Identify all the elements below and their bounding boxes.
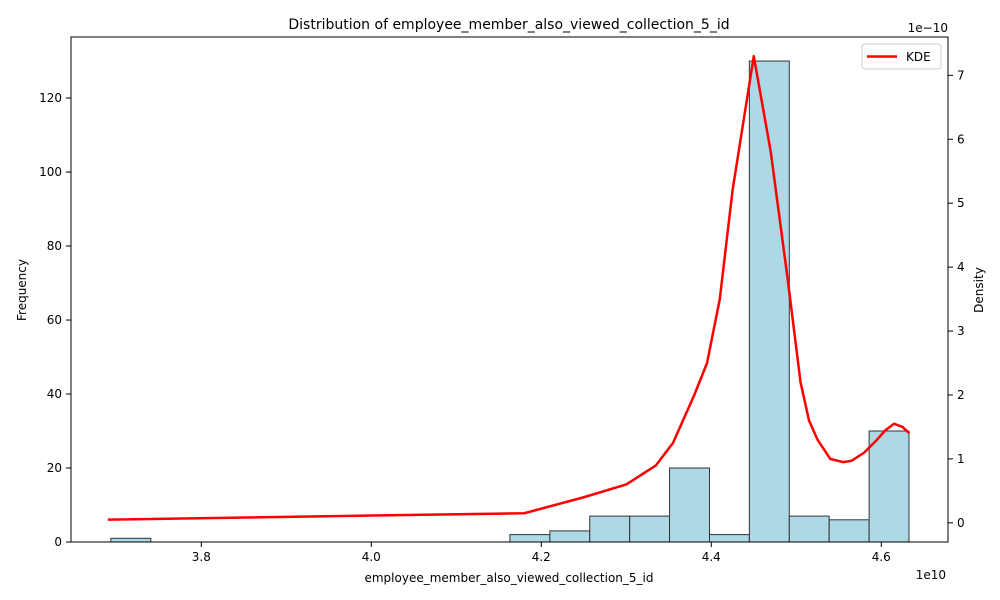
y2-tick-label: 0 [957, 516, 965, 530]
y2-tick-label: 3 [957, 324, 965, 338]
chart-title: Distribution of employee_member_also_vie… [288, 17, 729, 33]
x-tick-label: 3.8 [192, 550, 211, 564]
histogram-bar [868, 430, 910, 543]
y-tick-label: 40 [47, 387, 62, 401]
x-axis-label: employee_member_also_viewed_collection_5… [364, 571, 653, 585]
histogram-bar [629, 515, 671, 543]
x-tick-label: 4.6 [872, 550, 891, 564]
x-tick-label: 4.2 [532, 550, 551, 564]
y-axis-ticks: 0 20 40 60 80 100 120 [39, 91, 71, 549]
y-tick-label: 120 [39, 91, 62, 105]
y-tick-label: 100 [39, 165, 62, 179]
kde-line [107, 54, 911, 521]
histogram-bar [788, 515, 830, 543]
plot-frame [70, 36, 949, 543]
y2-tick-label: 4 [957, 260, 965, 274]
y-tick-label: 0 [54, 535, 62, 549]
histogram-bar [509, 534, 551, 543]
y2-axis-offset-text: 1e−10 [908, 21, 948, 35]
x-axis-offset-text: 1e10 [916, 568, 946, 582]
x-tick-label: 4.4 [702, 550, 721, 564]
histogram-bar [669, 467, 710, 543]
y2-tick-label: 2 [957, 388, 965, 402]
y-tick-label: 20 [47, 461, 62, 475]
x-tick-label: 4.0 [362, 550, 381, 564]
y2-tick-label: 6 [957, 132, 965, 146]
legend-kde-label: KDE [906, 50, 931, 64]
y2-tick-label: 1 [957, 452, 965, 466]
y-axis-label: Frequency [15, 259, 29, 321]
histogram-bars [110, 60, 910, 543]
y2-tick-label: 5 [957, 196, 965, 210]
histogram-bar [748, 60, 790, 543]
y2-axis-label: Density [972, 267, 986, 313]
kde-series [107, 54, 911, 521]
histogram-bar [708, 534, 750, 543]
y-tick-label: 80 [47, 239, 62, 253]
y2-axis-ticks: 0 1 2 3 4 5 6 7 [948, 68, 965, 530]
legend-box [861, 43, 942, 70]
y2-tick-label: 7 [957, 68, 965, 82]
legend: KDE [861, 43, 942, 70]
histogram-bar [828, 519, 870, 543]
x-axis-ticks: 3.8 4.0 4.2 4.4 4.6 [192, 542, 891, 564]
histogram-bar [589, 515, 631, 543]
histogram-bar [110, 537, 152, 543]
y-tick-label: 60 [47, 313, 62, 327]
histogram-bar [549, 530, 591, 543]
